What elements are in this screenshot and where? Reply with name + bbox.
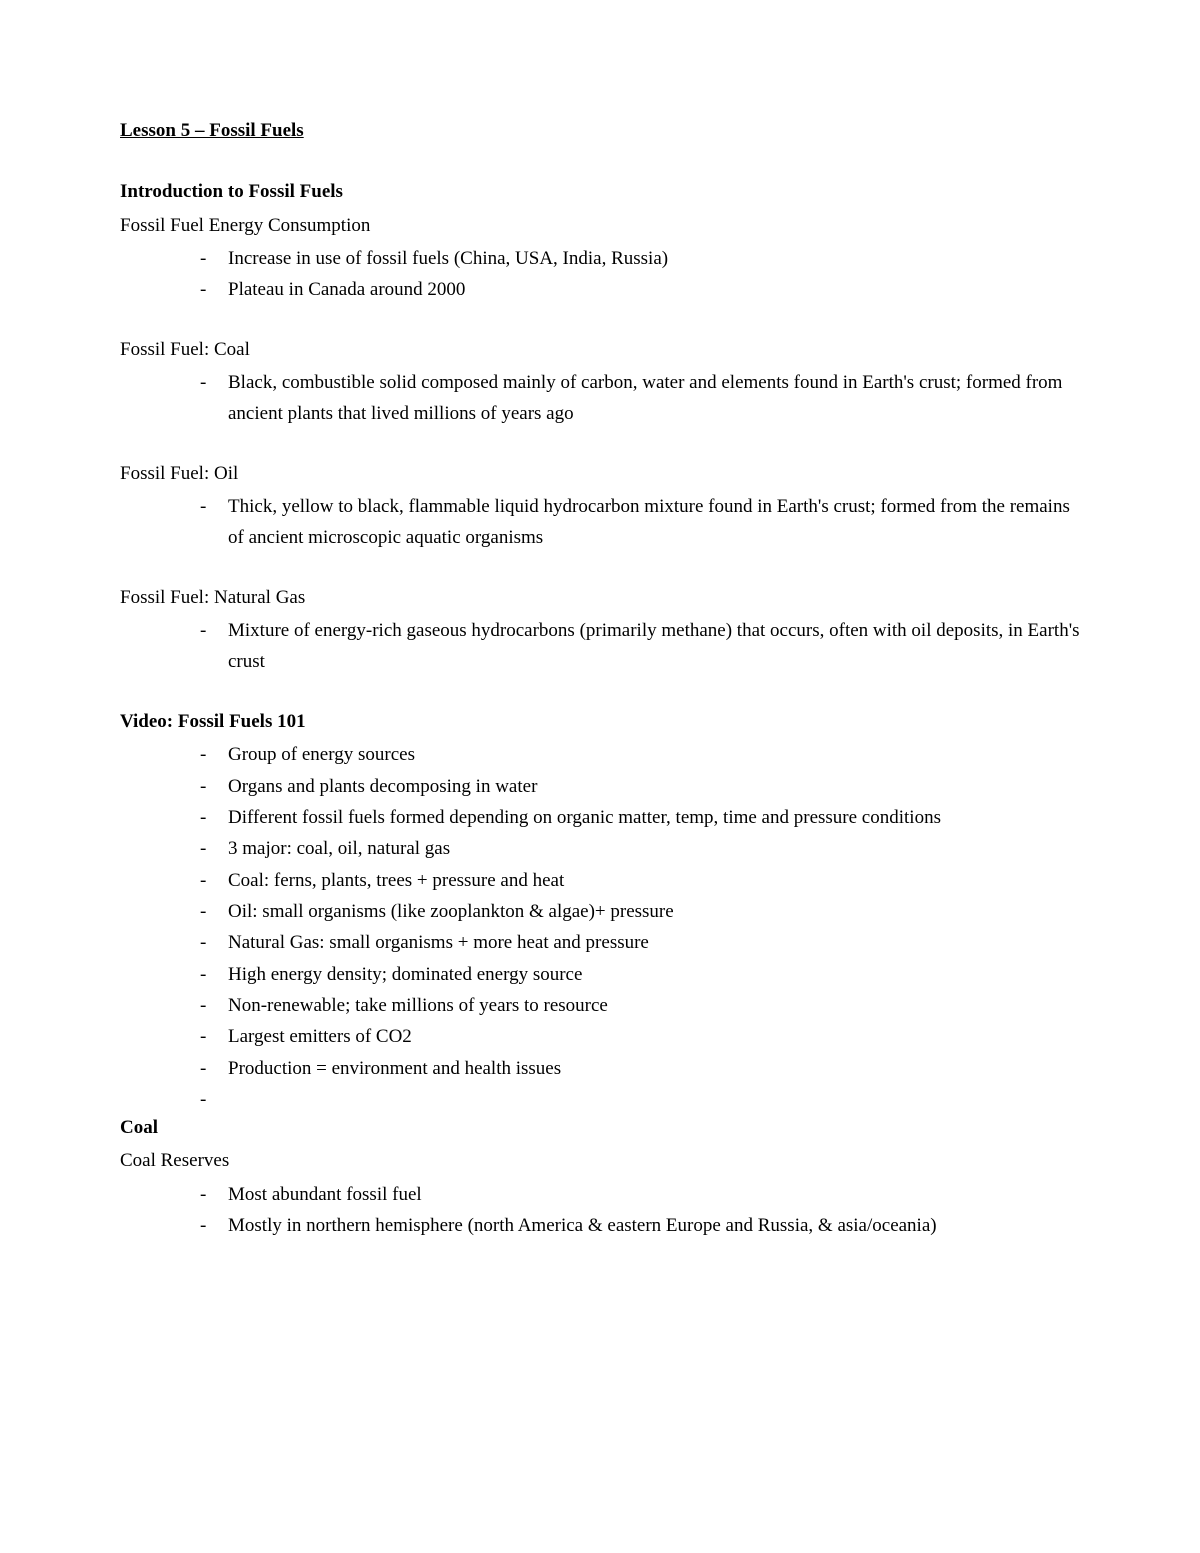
coal-def-list: Black, combustible solid composed mainly… [120, 367, 1080, 430]
subsection-coal-def: Fossil Fuel: Coal Black, combustible sol… [120, 334, 1080, 430]
subsection-gas-def: Fossil Fuel: Natural Gas Mixture of ener… [120, 582, 1080, 678]
consumption-title: Fossil Fuel Energy Consumption [120, 210, 1080, 241]
subsection-coal-reserves: Coal Reserves Most abundant fossil fuel … [120, 1145, 1080, 1241]
coal-def-title: Fossil Fuel: Coal [120, 334, 1080, 365]
subsection-oil-def: Fossil Fuel: Oil Thick, yellow to black,… [120, 458, 1080, 554]
oil-def-title: Fossil Fuel: Oil [120, 458, 1080, 489]
list-item: Mostly in northern hemisphere (north Ame… [200, 1210, 1080, 1241]
list-item: Mixture of energy-rich gaseous hydrocarb… [200, 615, 1080, 678]
list-item: Organs and plants decomposing in water [200, 771, 1080, 802]
list-item: Different fossil fuels formed depending … [200, 802, 1080, 833]
coal-heading: Coal [120, 1112, 1080, 1143]
lesson-title: Lesson 5 – Fossil Fuels [120, 115, 1080, 146]
gas-def-title: Fossil Fuel: Natural Gas [120, 582, 1080, 613]
list-item: Production = environment and health issu… [200, 1053, 1080, 1084]
subsection-consumption: Fossil Fuel Energy Consumption Increase … [120, 210, 1080, 306]
list-item: Increase in use of fossil fuels (China, … [200, 243, 1080, 274]
coal-reserves-list: Most abundant fossil fuel Mostly in nort… [120, 1179, 1080, 1242]
video-heading: Video: Fossil Fuels 101 [120, 706, 1080, 737]
coal-reserves-title: Coal Reserves [120, 1145, 1080, 1176]
list-item: Oil: small organisms (like zooplankton &… [200, 896, 1080, 927]
intro-heading: Introduction to Fossil Fuels [120, 176, 1080, 207]
list-item: Black, combustible solid composed mainly… [200, 367, 1080, 430]
list-item: Most abundant fossil fuel [200, 1179, 1080, 1210]
subsection-video: Video: Fossil Fuels 101 Group of energy … [120, 706, 1080, 1084]
list-item: Natural Gas: small organisms + more heat… [200, 927, 1080, 958]
list-item: Coal: ferns, plants, trees + pressure an… [200, 865, 1080, 896]
consumption-list: Increase in use of fossil fuels (China, … [120, 243, 1080, 306]
gas-def-list: Mixture of energy-rich gaseous hydrocarb… [120, 615, 1080, 678]
video-list: Group of energy sources Organs and plant… [120, 739, 1080, 1084]
list-item: Group of energy sources [200, 739, 1080, 770]
list-item: Largest emitters of CO2 [200, 1021, 1080, 1052]
list-item: Plateau in Canada around 2000 [200, 274, 1080, 305]
list-item: 3 major: coal, oil, natural gas [200, 833, 1080, 864]
list-item: Thick, yellow to black, flammable liquid… [200, 491, 1080, 554]
list-item: Non-renewable; take millions of years to… [200, 990, 1080, 1021]
oil-def-list: Thick, yellow to black, flammable liquid… [120, 491, 1080, 554]
list-item: High energy density; dominated energy so… [200, 959, 1080, 990]
